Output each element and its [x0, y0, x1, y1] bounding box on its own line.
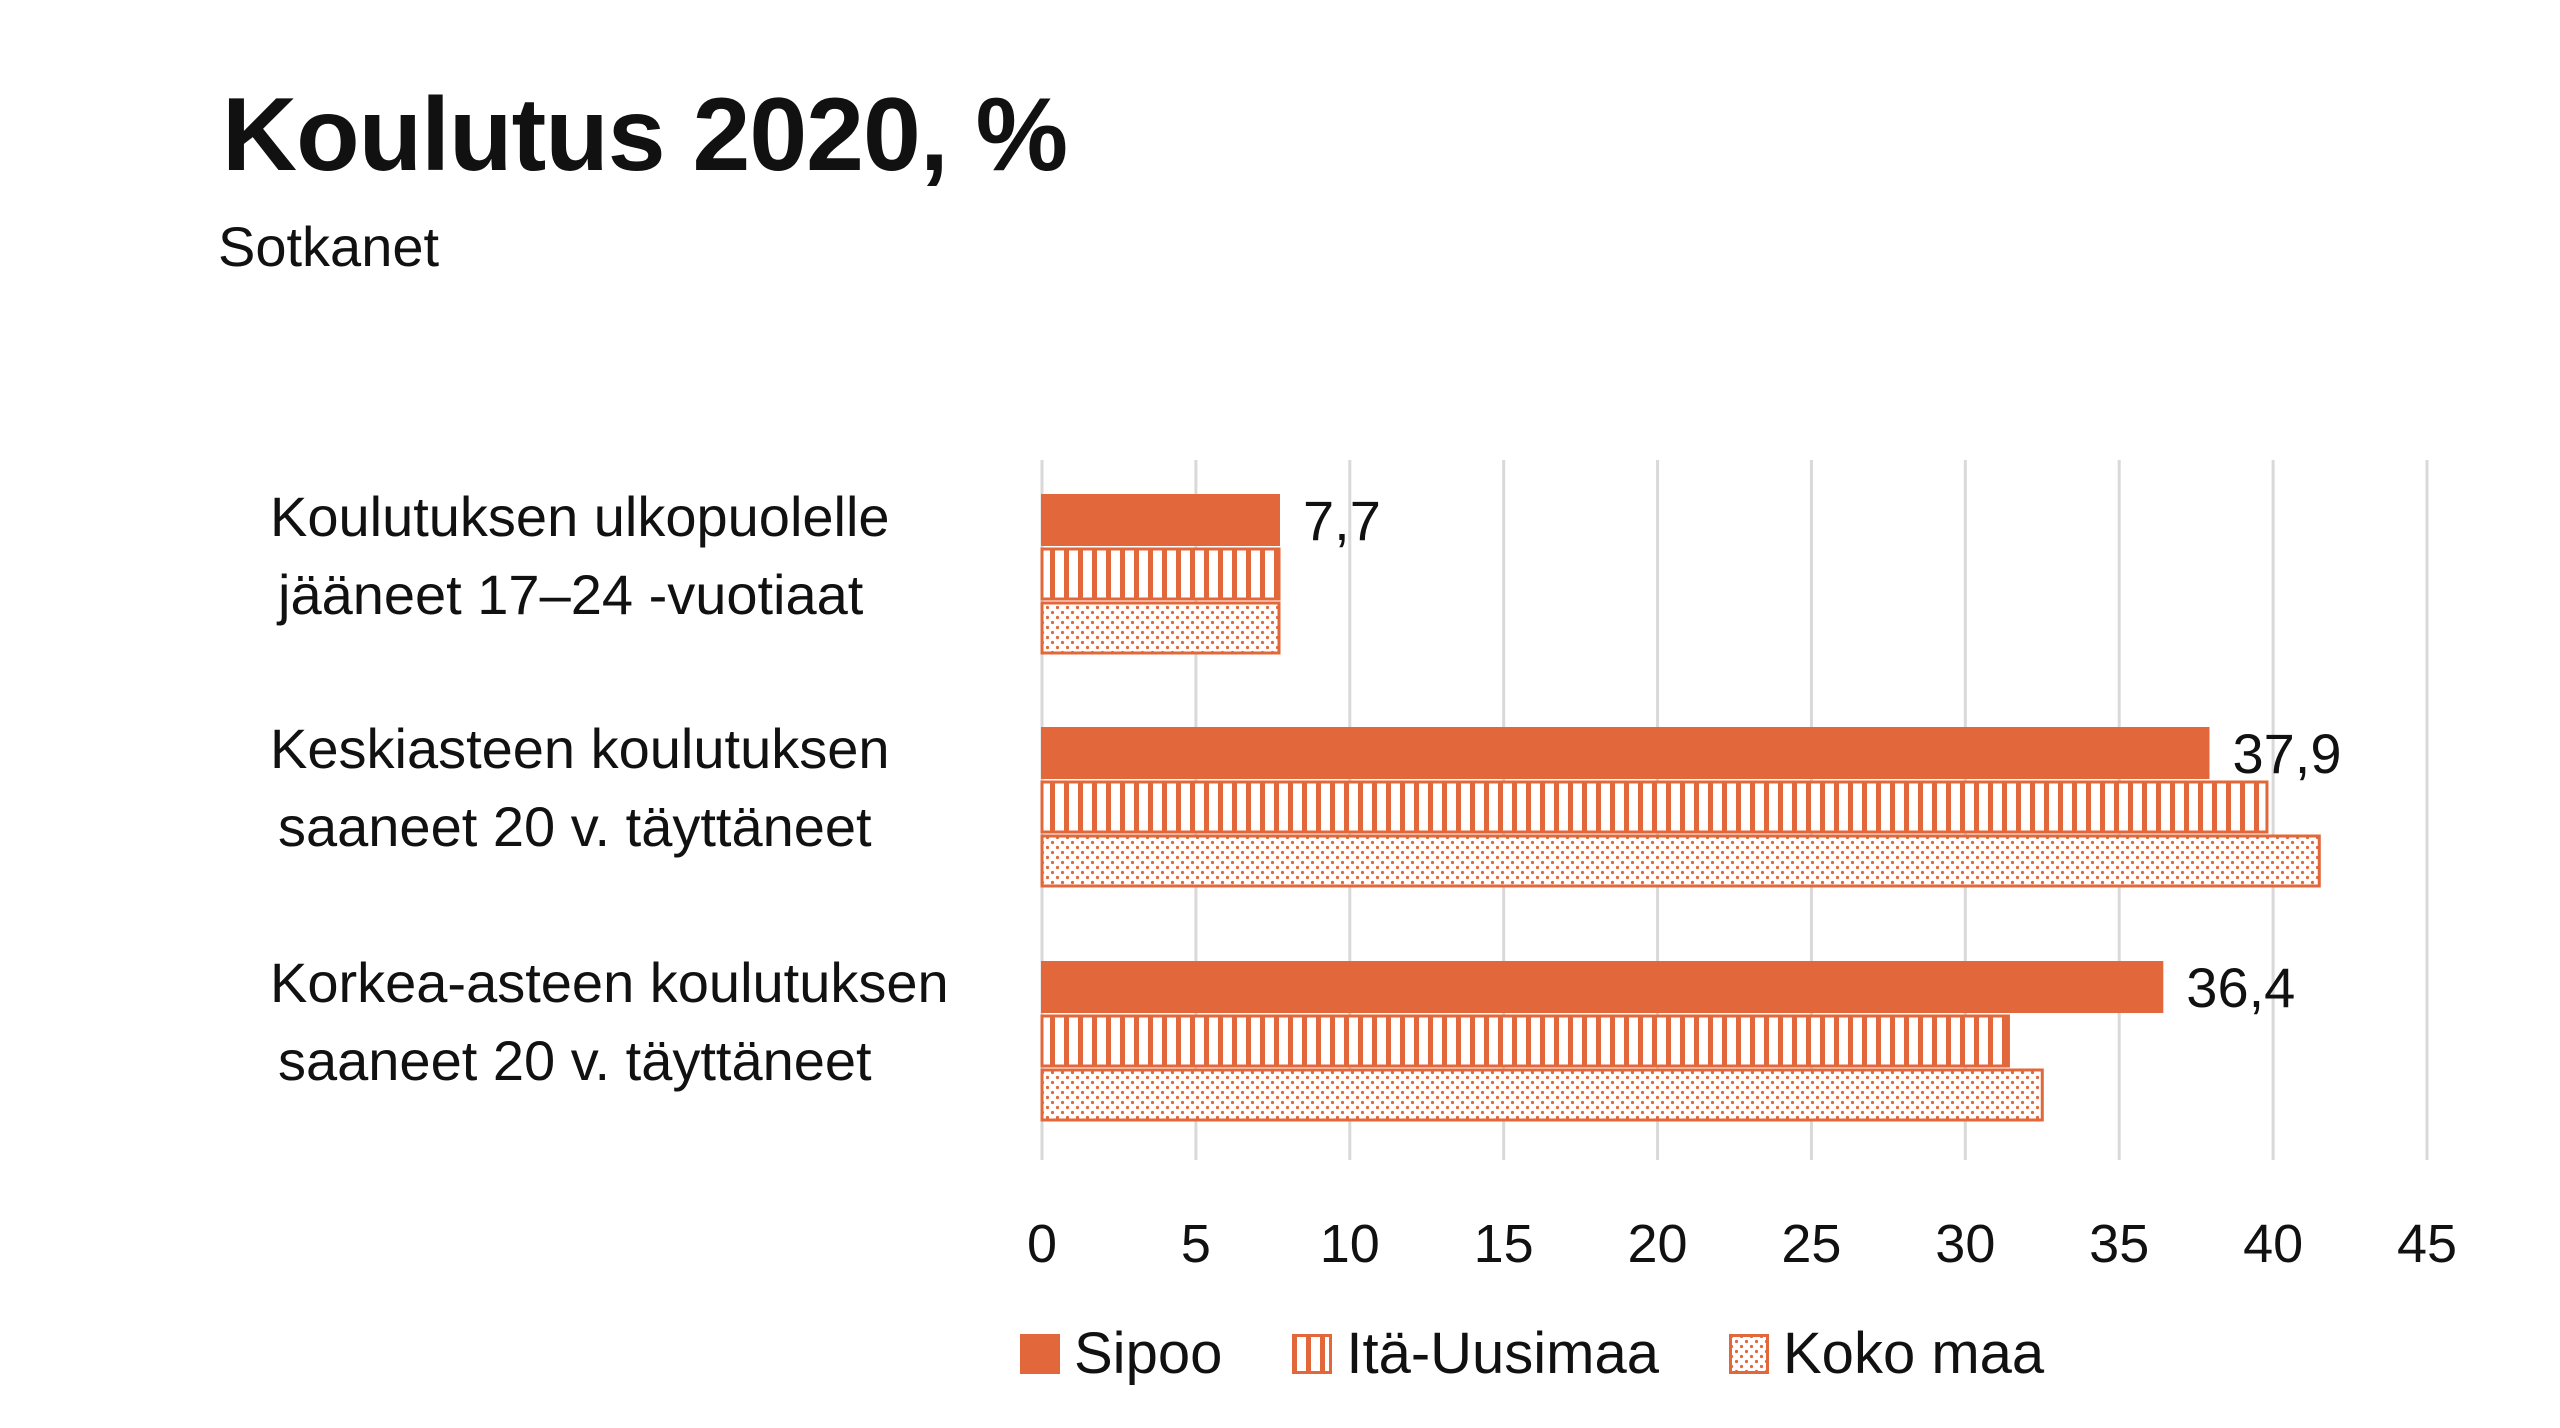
bar-koko-maa: [1040, 834, 2321, 888]
category-label: Keskiasteen koulutuksen: [270, 717, 890, 780]
legend-swatch-stripes: [1292, 1333, 1333, 1374]
chart-subtitle: Sotkanet: [218, 215, 440, 278]
labels: 0 5 10 15 20 25 30 35 40 45 7,7 37,9 36,4 Koulutuksen…: [270, 485, 2457, 1274]
bar-sipoo: [1041, 494, 1280, 546]
bars: [1040, 494, 2321, 1122]
category-label: Korkea-asteen koulutuksen: [270, 951, 949, 1014]
bar-sipoo: [1041, 727, 2210, 779]
x-tick-label: 45: [2397, 1214, 2457, 1274]
x-tick-label: 10: [1320, 1214, 1380, 1274]
legend-swatch-dots: [1729, 1333, 1769, 1374]
x-tick-label: 30: [1935, 1214, 1995, 1274]
legend-label-ita-uusimaa: Itä-Uusimaa: [1346, 1321, 1659, 1386]
bar-koko-maa: [1040, 601, 1281, 655]
x-tick-label: 15: [1474, 1214, 1534, 1274]
data-label: 37,9: [2232, 722, 2341, 785]
category-label: saaneet 20 v. täyttäneet: [278, 1029, 872, 1092]
legend-swatch-solid: [1020, 1333, 1060, 1374]
legend: Sipoo Itä-Uusimaa Koko maa: [1020, 1320, 2044, 1387]
legend-label-koko-maa: Koko maa: [1783, 1321, 2045, 1386]
legend-item-koko-maa: Koko maa: [1729, 1320, 2044, 1387]
bar-sipoo: [1041, 961, 2164, 1013]
bar-chart: 0 5 10 15 20 25 30 35 40 45 7,7 37,9 36,4 Koulutuksen…: [270, 460, 2457, 1274]
x-tick-label: 40: [2243, 1214, 2303, 1274]
bar-it-uusimaa: [1040, 1014, 2010, 1068]
x-tick-label: 20: [1628, 1214, 1688, 1274]
chart-title: Koulutus 2020, %: [222, 77, 1068, 193]
legend-item-ita-uusimaa: Itä-Uusimaa: [1292, 1320, 1659, 1387]
category-label: jääneet 17–24 -vuotiaat: [276, 563, 864, 626]
category-label: saaneet 20 v. täyttäneet: [278, 795, 872, 858]
x-tick-label: 25: [1781, 1214, 1841, 1274]
legend-label-sipoo: Sipoo: [1074, 1321, 1223, 1386]
x-tick-label: 35: [2089, 1214, 2149, 1274]
data-label: 36,4: [2186, 956, 2295, 1019]
x-tick-label: 5: [1181, 1214, 1211, 1274]
bar-it-uusimaa: [1040, 547, 1281, 601]
bar-it-uusimaa: [1040, 780, 2269, 834]
legend-item-sipoo: Sipoo: [1020, 1320, 1222, 1387]
bar-koko-maa: [1040, 1068, 2044, 1122]
x-tick-label: 0: [1027, 1214, 1057, 1274]
data-label: 7,7: [1303, 489, 1381, 552]
category-label: Koulutuksen ulkopuolelle: [270, 485, 890, 548]
